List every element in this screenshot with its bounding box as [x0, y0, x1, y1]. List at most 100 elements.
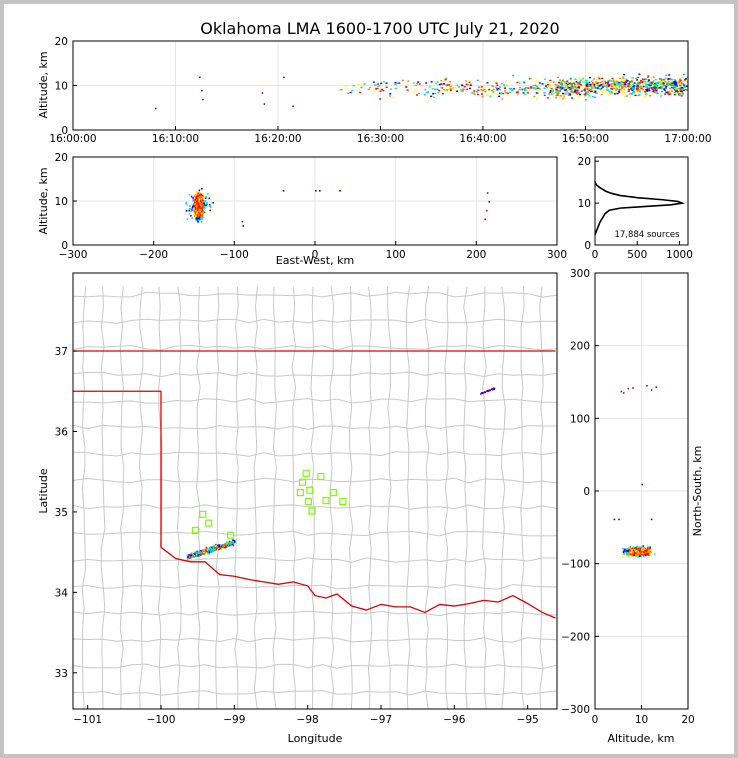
- source-point: [632, 551, 635, 554]
- source-point: [644, 548, 647, 551]
- county-line: [463, 286, 468, 709]
- source-point: [633, 86, 636, 88]
- source-point: [484, 90, 487, 92]
- source-point: [564, 87, 567, 89]
- source-point: [233, 542, 236, 545]
- source-point: [577, 95, 580, 98]
- source-point: [360, 84, 363, 86]
- source-point: [535, 87, 538, 90]
- source-point: [564, 89, 567, 91]
- source-point: [226, 544, 229, 547]
- source-point: [430, 81, 433, 83]
- source-point: [194, 201, 196, 204]
- source-point: [536, 87, 539, 89]
- source-point: [673, 93, 676, 96]
- source-point: [535, 80, 538, 82]
- source-point: [200, 553, 202, 555]
- source-point: [618, 86, 621, 88]
- source-point: [596, 87, 599, 89]
- source-point: [218, 547, 221, 550]
- source-point: [496, 89, 499, 91]
- ticks-altitude-time: 16:00:00 16:10:00 16:20:00 16:30:00 16:40:00…: [49, 36, 711, 145]
- source-point: [621, 80, 624, 82]
- source-point: [203, 208, 205, 211]
- source-point: [672, 85, 675, 88]
- source-point: [657, 81, 660, 83]
- source-point: [577, 85, 580, 88]
- source-point: [654, 84, 657, 87]
- source-point: [456, 90, 459, 92]
- source-point: [451, 88, 454, 91]
- source-point: [588, 95, 591, 97]
- source-point: [215, 543, 217, 546]
- source-point: [558, 90, 561, 92]
- source-point: [646, 551, 649, 553]
- source-point: [211, 547, 213, 549]
- source-point: [416, 83, 419, 85]
- source-point: [190, 554, 192, 557]
- source-point: [603, 80, 606, 83]
- lma-station-marker: [191, 526, 200, 535]
- ylabel-northsouth-altitude: North-South, km: [691, 446, 704, 537]
- county-line: [234, 286, 239, 709]
- source-point: [641, 81, 644, 84]
- source-point: [509, 91, 512, 94]
- source-point: [612, 79, 615, 82]
- source-point: [197, 193, 199, 195]
- source-point: [430, 95, 433, 97]
- source-point: [499, 88, 502, 91]
- source-point: [188, 207, 191, 210]
- source-point: [643, 95, 646, 98]
- source-point: [655, 88, 658, 90]
- source-point: [586, 92, 589, 94]
- source-point: [631, 88, 634, 90]
- source-point: [468, 87, 471, 90]
- source-point: [185, 203, 188, 205]
- source-point: [629, 549, 632, 552]
- source-point: [561, 86, 564, 88]
- source-point: [532, 87, 535, 89]
- source-point: [209, 209, 212, 212]
- source-point: [202, 200, 204, 203]
- source-point: [578, 93, 581, 96]
- source-point: [645, 551, 648, 554]
- source-point: [530, 86, 533, 88]
- source-point: [578, 81, 581, 83]
- source-point: [588, 76, 591, 79]
- source-point: [186, 558, 189, 561]
- source-point: [577, 80, 580, 83]
- source-point: [476, 93, 479, 96]
- source-point: [199, 201, 202, 203]
- source-point: [448, 88, 451, 90]
- source-point: [372, 81, 375, 83]
- source-point: [598, 85, 601, 88]
- lma-station-marker: [199, 510, 207, 518]
- source-point: [483, 88, 486, 91]
- tick-label-northsouth: 0: [583, 486, 590, 498]
- source-point: [228, 540, 231, 543]
- source-point: [218, 544, 220, 546]
- source-point: [197, 220, 199, 222]
- source-point: [484, 391, 487, 393]
- source-point: [438, 89, 441, 92]
- source-point: [232, 542, 235, 545]
- source-point: [546, 83, 549, 86]
- source-point: [194, 210, 196, 213]
- source-point: [636, 85, 639, 87]
- source-point: [242, 225, 244, 227]
- source-point: [622, 548, 624, 550]
- source-point: [649, 546, 651, 549]
- source-point: [344, 85, 347, 88]
- source-point: [652, 83, 655, 86]
- source-point: [560, 81, 563, 83]
- source-point: [657, 82, 660, 85]
- source-point: [415, 94, 418, 96]
- source-point: [606, 82, 609, 84]
- source-point: [636, 89, 639, 91]
- source-point: [570, 83, 573, 85]
- source-point: [376, 83, 379, 85]
- source-point: [209, 547, 211, 549]
- source-point: [674, 84, 677, 86]
- source-point: [489, 95, 492, 97]
- source-point: [664, 93, 667, 95]
